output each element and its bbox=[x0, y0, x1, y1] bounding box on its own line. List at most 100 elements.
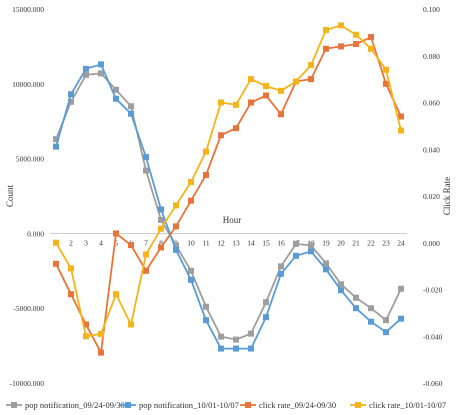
data-point bbox=[323, 260, 329, 267]
data-point bbox=[53, 239, 59, 246]
data-point bbox=[233, 345, 239, 352]
data-point bbox=[338, 22, 344, 29]
data-point bbox=[83, 71, 89, 78]
data-point bbox=[203, 171, 209, 178]
x-tick-label: 20 bbox=[337, 238, 345, 247]
y2-tick-label: 0.020 bbox=[423, 192, 440, 201]
data-point bbox=[203, 317, 209, 324]
legend-label: pop notification_10/01-10/07 bbox=[139, 400, 239, 410]
data-point bbox=[398, 127, 404, 134]
data-point bbox=[248, 76, 254, 83]
x-tick-label: 11 bbox=[202, 238, 209, 247]
data-point bbox=[218, 345, 224, 352]
x-tick-label: 13 bbox=[232, 238, 240, 247]
data-point bbox=[368, 45, 374, 52]
y2-tick-label: 0.080 bbox=[423, 52, 440, 61]
legend-swatch-marker bbox=[125, 402, 131, 408]
data-point bbox=[68, 291, 74, 298]
data-point bbox=[353, 31, 359, 38]
data-point bbox=[248, 345, 254, 352]
x-tick-label: 14 bbox=[247, 238, 255, 247]
data-point bbox=[383, 66, 389, 73]
data-point bbox=[248, 330, 254, 337]
data-point bbox=[248, 99, 254, 106]
data-point bbox=[98, 61, 104, 68]
data-point bbox=[323, 266, 329, 273]
data-point bbox=[218, 333, 224, 340]
data-point bbox=[143, 154, 149, 161]
y-tick-label: -5000.000 bbox=[13, 304, 44, 313]
data-point bbox=[188, 267, 194, 274]
data-point bbox=[98, 349, 104, 356]
x-tick-label: 22 bbox=[367, 238, 375, 247]
series-1 bbox=[53, 70, 404, 343]
x-tick-label: 4 bbox=[99, 238, 103, 247]
y2-tick-label: 0.040 bbox=[423, 145, 440, 154]
data-point bbox=[368, 318, 374, 325]
data-point bbox=[113, 86, 119, 93]
data-point bbox=[398, 285, 404, 292]
x-tick-label: 10 bbox=[187, 238, 195, 247]
y-tick-label: 5000.000 bbox=[16, 155, 44, 164]
data-point bbox=[383, 80, 389, 87]
x-axis-title: Hour bbox=[223, 215, 242, 225]
series-line bbox=[55, 24, 402, 338]
data-point bbox=[308, 242, 314, 249]
data-point bbox=[188, 197, 194, 204]
data-point bbox=[293, 78, 299, 85]
data-point bbox=[68, 91, 74, 98]
data-point bbox=[278, 111, 284, 118]
data-point bbox=[398, 113, 404, 120]
data-point bbox=[173, 202, 179, 209]
data-point bbox=[263, 83, 269, 90]
data-point bbox=[323, 45, 329, 52]
y-tick-label: 15000.000 bbox=[12, 5, 44, 14]
data-point bbox=[128, 242, 134, 249]
axes: 15000.000 10000.000 5000.000 0.000 -5000.000… bbox=[10, 5, 443, 388]
data-point bbox=[158, 225, 164, 232]
data-point bbox=[278, 270, 284, 277]
data-point bbox=[263, 299, 269, 306]
data-point bbox=[83, 333, 89, 340]
data-point bbox=[338, 287, 344, 294]
data-point bbox=[203, 148, 209, 155]
x-tick-label: 8 bbox=[159, 238, 163, 247]
data-point bbox=[113, 95, 119, 102]
data-point bbox=[293, 240, 299, 247]
data-point bbox=[53, 143, 59, 150]
legend-swatch-marker bbox=[11, 402, 17, 408]
data-point bbox=[278, 263, 284, 270]
data-point bbox=[203, 303, 209, 310]
y-tick-label: 0.000 bbox=[27, 229, 44, 238]
data-point bbox=[218, 99, 224, 106]
data-point bbox=[323, 27, 329, 34]
data-point bbox=[83, 65, 89, 72]
legend-label: click rate_10/01-10/07 bbox=[369, 400, 446, 410]
data-point bbox=[143, 267, 149, 274]
data-point bbox=[173, 246, 179, 253]
legend-label: pop notification_09/24-09/30 bbox=[25, 400, 125, 410]
x-tick-label: 23 bbox=[382, 238, 390, 247]
data-point bbox=[368, 305, 374, 312]
data-point bbox=[308, 76, 314, 83]
x-tick-label: 3 bbox=[84, 238, 88, 247]
data-point bbox=[233, 101, 239, 108]
data-point bbox=[113, 291, 119, 298]
data-point bbox=[158, 244, 164, 251]
series-line bbox=[55, 35, 402, 356]
y-axis-title: Count bbox=[5, 185, 15, 208]
y-tick-label: 10000.000 bbox=[12, 80, 44, 89]
y2-tick-label: -0.020 bbox=[423, 286, 443, 295]
series-3 bbox=[53, 34, 404, 356]
data-point bbox=[173, 242, 179, 249]
data-point bbox=[113, 230, 119, 237]
x-tick-label: 15 bbox=[262, 238, 270, 247]
y2-tick-label: 0.100 bbox=[423, 5, 440, 14]
series-layer bbox=[53, 22, 404, 356]
y2-tick-label: -0.060 bbox=[423, 379, 443, 388]
data-point bbox=[158, 206, 164, 213]
data-point bbox=[353, 305, 359, 312]
data-point bbox=[353, 41, 359, 48]
data-point bbox=[53, 136, 59, 143]
